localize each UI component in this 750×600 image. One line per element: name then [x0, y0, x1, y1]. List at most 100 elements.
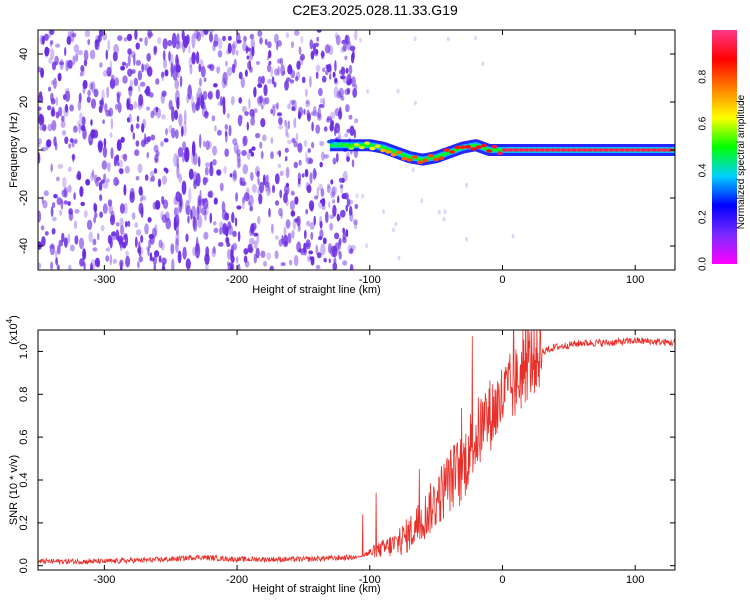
noise-point	[349, 45, 356, 52]
noise-point	[344, 133, 349, 138]
signal-track-segment	[544, 148, 551, 152]
noise-point	[342, 44, 347, 52]
noise-point	[41, 35, 45, 45]
x-tick-label: -100	[359, 574, 381, 586]
noise-point	[311, 257, 315, 263]
noise-point	[226, 66, 233, 77]
noise-point	[250, 116, 256, 126]
noise-point	[236, 162, 241, 169]
noise-point	[251, 146, 256, 151]
noise-point	[111, 230, 117, 241]
noise-point	[135, 59, 142, 66]
noise-point	[140, 81, 146, 87]
noise-point	[323, 154, 329, 159]
noise-point	[346, 80, 352, 86]
noise-point	[343, 192, 349, 200]
noise-point	[326, 185, 331, 194]
noise-point	[153, 45, 158, 54]
noise-point	[121, 153, 127, 160]
noise-point	[328, 44, 334, 56]
noise-point	[57, 163, 64, 169]
noise-point	[197, 214, 203, 229]
noise-point	[332, 199, 336, 204]
noise-point	[272, 184, 275, 194]
noise-point	[137, 260, 140, 269]
noise-point	[119, 217, 124, 228]
noise-point	[109, 132, 113, 138]
noise-point	[285, 32, 290, 39]
noise-point	[257, 30, 263, 37]
noise-point	[153, 168, 158, 174]
signal-track-segment	[587, 148, 594, 152]
signal-track-segment	[603, 148, 609, 152]
noise-point	[122, 75, 128, 84]
noise-point	[90, 119, 93, 126]
noise-point	[88, 231, 93, 243]
noise-point	[74, 235, 79, 245]
noise-point	[191, 205, 197, 220]
noise-point	[285, 125, 289, 137]
noise-point	[203, 231, 209, 240]
signal-track-segment	[618, 148, 625, 152]
noise-point	[135, 229, 142, 236]
noise-point	[72, 153, 75, 163]
noise-point	[105, 109, 111, 117]
noise-point	[171, 127, 176, 139]
noise-point	[248, 194, 254, 207]
noise-point	[175, 191, 181, 202]
noise-point	[182, 152, 186, 163]
colorbar-label: Normalized spectral amplitude	[736, 94, 747, 229]
noise-point	[135, 42, 140, 50]
noise-point	[333, 79, 339, 86]
noise-point	[99, 194, 103, 202]
noise-point	[340, 75, 346, 80]
noise-point	[325, 69, 329, 76]
noise-point	[171, 32, 177, 49]
noise-point	[179, 75, 183, 88]
noise-point	[263, 260, 267, 267]
noise-point	[119, 203, 125, 214]
noise-point	[160, 242, 165, 251]
noise-point	[155, 106, 159, 113]
noise-point	[179, 200, 184, 210]
signal-track-segment	[645, 148, 652, 152]
noise-point	[162, 58, 168, 69]
noise-point	[123, 37, 128, 42]
noise-point	[115, 222, 120, 227]
noise-point	[226, 248, 232, 260]
noise-point	[225, 131, 228, 143]
noise-point	[107, 234, 112, 245]
noise-point	[174, 78, 179, 90]
signal-track-segment	[396, 150, 402, 155]
noise-point	[63, 105, 69, 117]
noise-point	[318, 201, 322, 209]
noise-point	[140, 99, 144, 109]
noise-point	[319, 229, 324, 239]
noise-point	[209, 63, 214, 70]
noise-point	[280, 262, 286, 267]
noise-point	[240, 115, 244, 120]
noise-point	[38, 138, 42, 145]
noise-point	[133, 77, 139, 87]
noise-point	[287, 120, 291, 130]
noise-point	[249, 205, 254, 212]
noise-point	[64, 136, 69, 145]
noise-point	[306, 109, 310, 120]
noise-point	[267, 41, 272, 49]
colorbar-tick-label: 0.6	[698, 116, 709, 130]
noise-point	[231, 212, 235, 224]
noise-point	[78, 123, 81, 134]
noise-point	[192, 215, 196, 229]
noise-point	[338, 239, 342, 250]
signal-track-segment	[666, 148, 673, 152]
signal-track-segment	[571, 148, 578, 152]
signal-track-segment	[486, 149, 493, 153]
noise-point	[231, 63, 236, 74]
noise-point	[77, 100, 82, 112]
noise-point	[73, 220, 78, 230]
noise-point	[71, 32, 77, 38]
noise-point	[50, 48, 55, 60]
noise-point	[321, 75, 327, 83]
noise-point	[136, 115, 140, 123]
noise-point	[92, 238, 97, 246]
